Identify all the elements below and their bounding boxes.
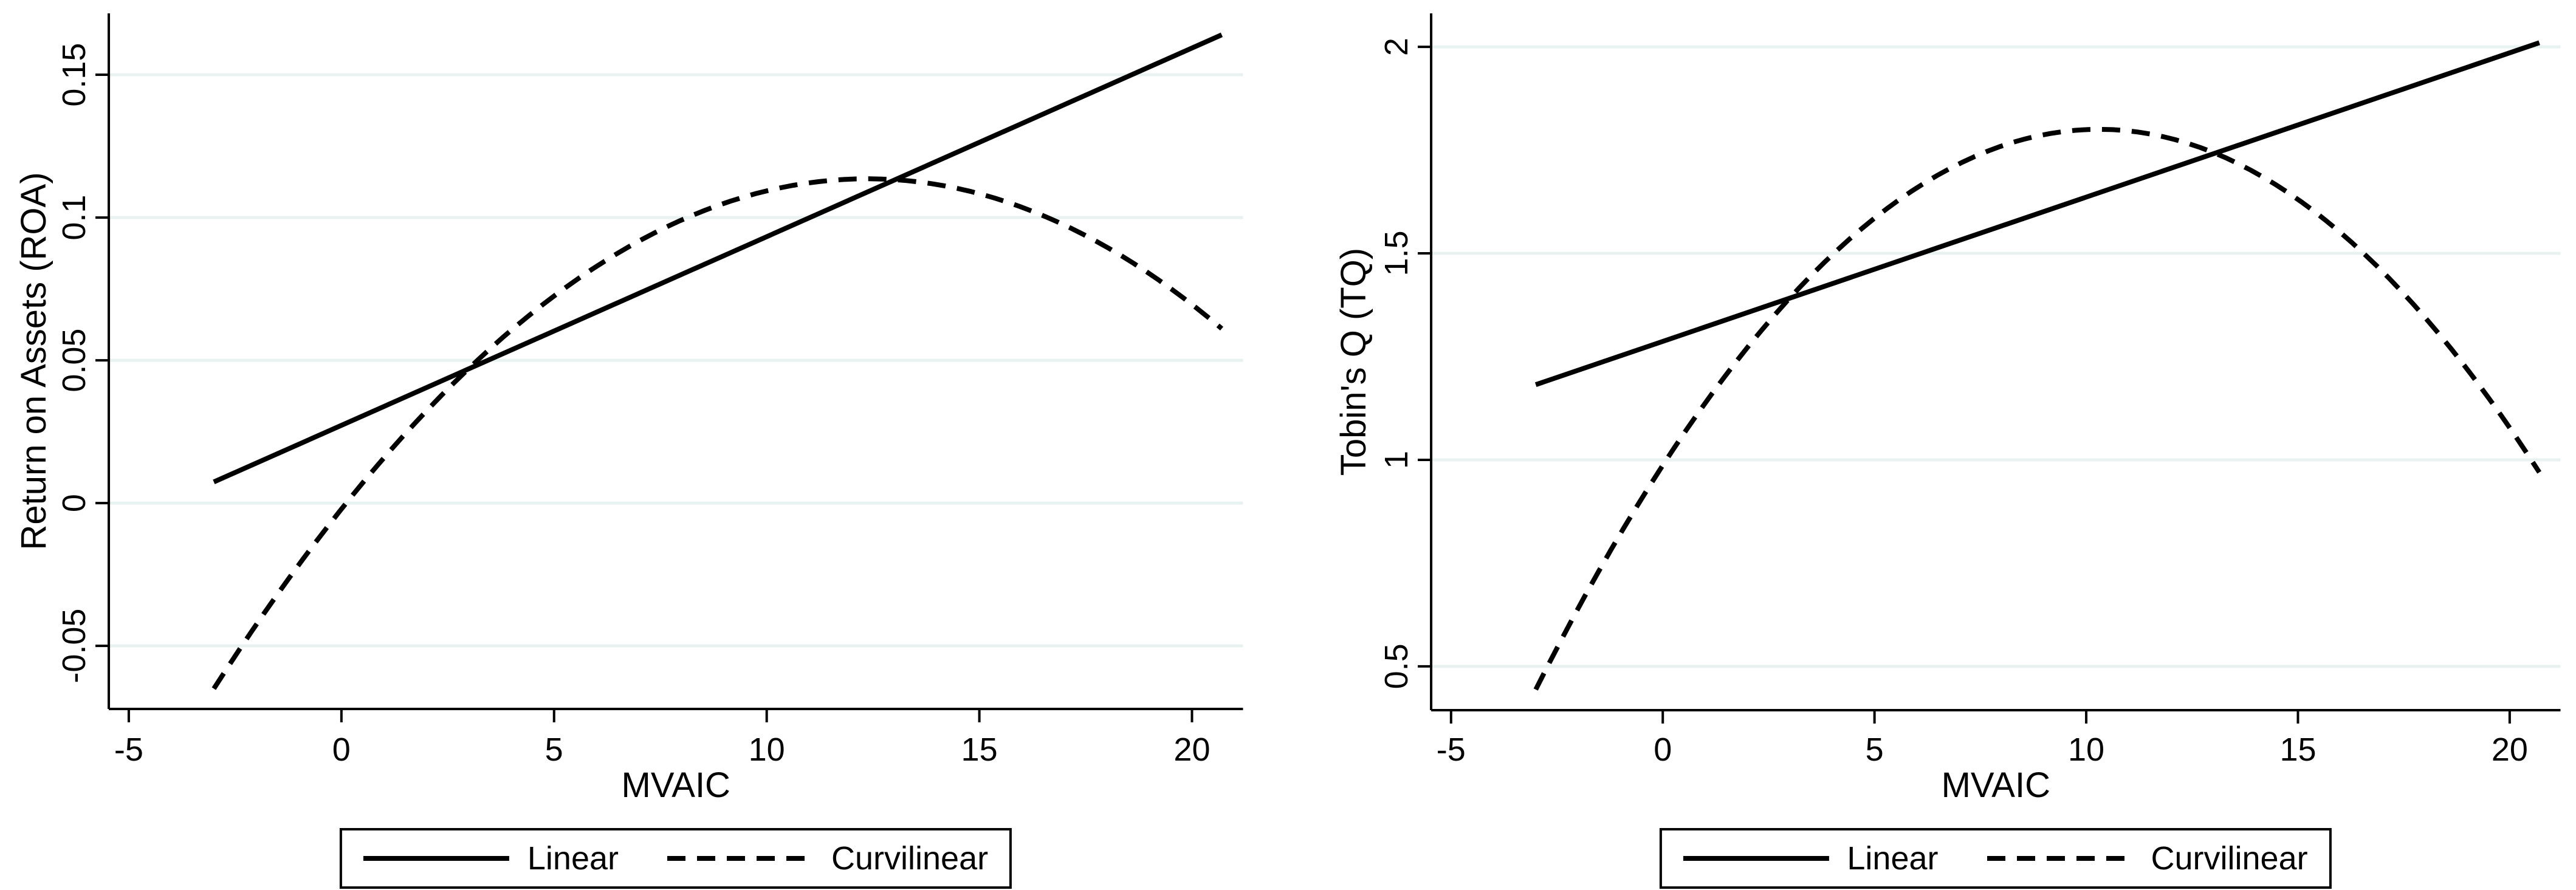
roa-chart-panel: -0.05 0 0.05 0.1 0.15 -5 0 5 10 15 20 MVAIC Return o… — [14, 13, 1243, 889]
x-tick-label: 20 — [1173, 731, 1210, 768]
tq-chart: 0.5 1 1.5 2 -5 0 5 10 15 20 MVAIC Tobin's Q (TQ) — [1334, 13, 2560, 805]
roa-legend: Linear Curvilinear — [339, 828, 1012, 889]
curvilinear-line-sample — [1987, 856, 2133, 861]
y-tick-label: 1.5 — [1378, 230, 1415, 276]
series-curvilinear-line — [1533, 126, 2541, 691]
legend-label-linear: Linear — [527, 840, 619, 877]
y-tick-label: 0.5 — [1378, 643, 1415, 689]
x-tick-label: 5 — [1865, 731, 1883, 768]
legend-label-curvilinear: Curvilinear — [831, 840, 989, 877]
linear-line-sample — [1683, 856, 1829, 861]
x-axis-title: MVAIC — [1941, 765, 2050, 805]
x-tick-label: -5 — [114, 731, 143, 768]
y-tick-label: 2 — [1378, 38, 1415, 56]
tq-chart-panel: 0.5 1 1.5 2 -5 0 5 10 15 20 MVAIC Tobin's Q (TQ) Li… — [1288, 0, 2576, 890]
x-tick-label: -5 — [1436, 731, 1465, 768]
y-tick-label: 0.1 — [56, 195, 92, 241]
series-curvilinear-line — [211, 176, 1224, 690]
linear-line-sample — [363, 856, 509, 861]
legend-label-linear: Linear — [1847, 840, 1939, 877]
x-tick-label: 10 — [749, 731, 785, 768]
series-linear-line — [1534, 40, 2540, 387]
x-tick-label: 10 — [2067, 731, 2104, 768]
y-axis-title: Return on Assets (ROA) — [14, 172, 53, 550]
y-tick-label: 0.05 — [56, 329, 92, 392]
x-tick-label: 15 — [2279, 731, 2316, 768]
y-tick-label: 0 — [56, 494, 92, 512]
x-axis-title: MVAIC — [622, 765, 730, 805]
legend-label-curvilinear: Curvilinear — [2151, 840, 2308, 877]
curvilinear-line-sample — [667, 856, 814, 861]
x-tick-label: 20 — [2491, 731, 2527, 768]
x-tick-label: 5 — [545, 731, 563, 768]
x-tick-label: 0 — [1654, 731, 1672, 768]
y-tick-label: -0.05 — [56, 609, 92, 683]
y-axis-title: Tobin's Q (TQ) — [1334, 248, 1373, 476]
x-tick-label: 15 — [961, 731, 998, 768]
y-tick-label: 0.15 — [56, 43, 92, 107]
tq-legend: Linear Curvilinear — [1659, 828, 2332, 889]
y-tick-label: 1 — [1378, 451, 1415, 469]
series-linear-line — [213, 32, 1223, 484]
x-tick-label: 0 — [332, 731, 351, 768]
roa-chart: -0.05 0 0.05 0.1 0.15 -5 0 5 10 15 20 MVAIC Return o… — [14, 13, 1243, 805]
